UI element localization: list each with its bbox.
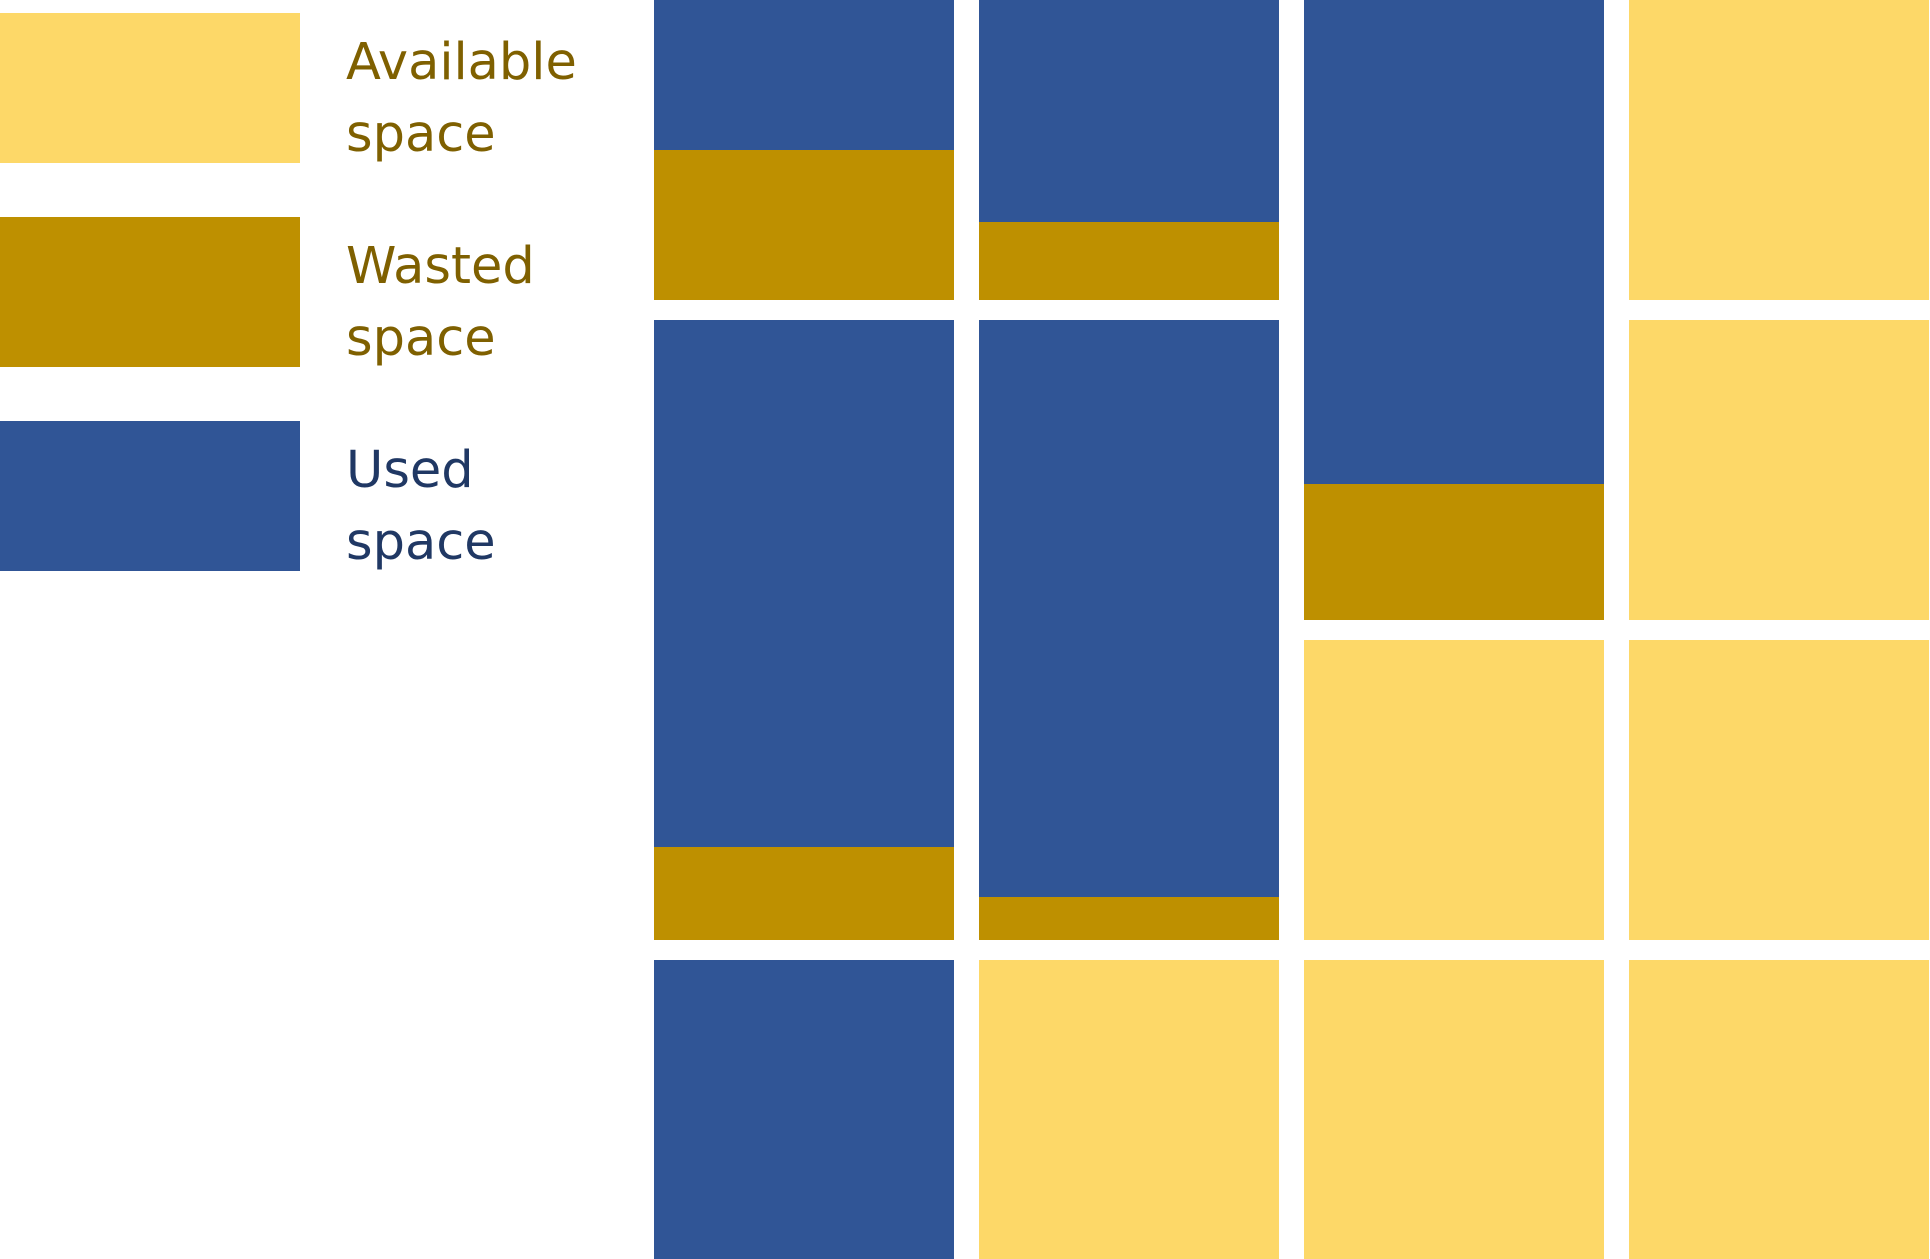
legend-label-line2: space: [346, 105, 496, 164]
used-space-segment: [654, 960, 954, 1259]
available-space-segment: [1304, 960, 1604, 1259]
legend-item-available: Available space: [0, 13, 577, 164]
wasted-space-segment: [654, 150, 954, 300]
used-space-segment: [654, 320, 954, 847]
legend-label-used: Used space: [346, 435, 496, 579]
legend-label-available: Available space: [346, 27, 577, 171]
available-space-segment: [1629, 0, 1929, 300]
available-space-segment: [979, 960, 1279, 1259]
used-space-swatch: [0, 421, 300, 571]
legend-label-line1: Available: [346, 33, 577, 92]
wasted-space-segment: [1304, 484, 1604, 620]
wasted-space-segment: [979, 897, 1279, 940]
legend-label-wasted: Wasted space: [346, 231, 535, 375]
legend-label-line1: Used: [346, 441, 474, 500]
available-space-segment: [1629, 960, 1929, 1259]
available-space-segment: [1629, 640, 1929, 940]
legend-label-line2: space: [346, 309, 496, 368]
available-space-segment: [1304, 640, 1604, 940]
wasted-space-swatch: [0, 217, 300, 367]
used-space-segment: [1304, 0, 1604, 484]
available-space-segment: [1629, 320, 1929, 620]
legend-item-wasted: Wasted space: [0, 217, 535, 368]
legend-item-used: Used space: [0, 421, 500, 572]
available-space-swatch: [0, 13, 300, 163]
used-space-segment: [654, 0, 954, 150]
legend-label-line1: Wasted: [346, 237, 535, 296]
used-space-segment: [979, 0, 1279, 222]
used-space-segment: [979, 320, 1279, 897]
wasted-space-segment: [979, 222, 1279, 300]
legend-label-line2: space: [346, 513, 496, 572]
wasted-space-segment: [654, 847, 954, 940]
